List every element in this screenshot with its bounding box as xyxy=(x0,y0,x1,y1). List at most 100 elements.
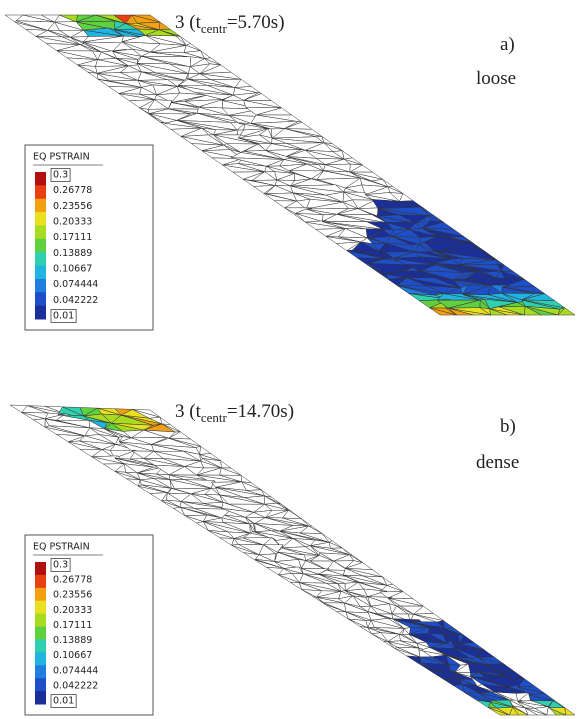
legend-swatch xyxy=(35,652,46,666)
mesh-element xyxy=(521,299,566,309)
legend-level: 0.01 xyxy=(53,311,74,322)
mesh-element xyxy=(158,21,171,31)
legend-swatch xyxy=(35,238,46,253)
legend-level: 0.17111 xyxy=(53,620,92,631)
legend-level: 0.074444 xyxy=(53,279,98,290)
legend-swatch xyxy=(35,562,46,576)
mesh-element xyxy=(557,307,576,316)
legend-level-box xyxy=(50,558,71,572)
mesh-element xyxy=(240,474,253,483)
mesh-element xyxy=(288,509,302,520)
mesh-element xyxy=(204,57,221,66)
mesh-element xyxy=(199,453,221,462)
mesh-element xyxy=(428,214,444,223)
mesh-element xyxy=(349,554,363,563)
panel-state: loose xyxy=(476,68,516,89)
mesh-element xyxy=(477,656,505,665)
mesh-element xyxy=(345,568,383,578)
legend-level-box xyxy=(50,168,71,182)
mesh-element xyxy=(387,597,424,607)
mesh-element xyxy=(493,257,505,266)
mesh-element xyxy=(126,478,141,487)
panel-label: a) xyxy=(500,34,515,55)
mesh-element xyxy=(32,418,46,428)
mesh xyxy=(4,14,576,316)
mesh-element xyxy=(421,227,464,237)
mesh-element xyxy=(406,655,421,664)
legend-swatch xyxy=(35,172,46,186)
legend-swatch xyxy=(35,198,46,213)
mesh-element xyxy=(496,671,525,679)
legend-level: 0.074444 xyxy=(53,665,98,676)
mesh-element xyxy=(264,495,282,505)
mesh-element xyxy=(221,467,242,476)
legend-box xyxy=(24,144,154,331)
mesh-element xyxy=(349,171,383,180)
legend-level: 0.20333 xyxy=(53,605,92,616)
legend-level-box xyxy=(50,694,77,708)
legend-level: 0.3 xyxy=(53,170,68,181)
mesh-element xyxy=(413,613,444,621)
mesh-element xyxy=(161,423,181,433)
legend-box xyxy=(24,534,154,716)
mesh-element xyxy=(256,114,302,123)
legend-swatch xyxy=(35,574,46,589)
mesh-element xyxy=(241,481,262,491)
mesh-element xyxy=(308,525,323,534)
legend-level: 0.042222 xyxy=(53,680,98,691)
mesh-element xyxy=(348,618,369,629)
mesh-element xyxy=(399,200,424,209)
mesh-element xyxy=(321,135,334,144)
legend-level: 0.01 xyxy=(53,696,74,707)
caption-sub: centr xyxy=(201,21,228,36)
legend-title: EQ PSTRAIN xyxy=(33,152,90,163)
mesh-element xyxy=(444,627,464,636)
legend-swatch xyxy=(35,639,46,653)
mesh-element xyxy=(284,128,323,137)
caption: 3 (tcentr=5.70s) xyxy=(175,12,285,36)
legend-swatch xyxy=(35,292,46,307)
panel: 3 (tcentr=14.70s) b) dense EQ PSTRAIN 0.3 0.2… xyxy=(9,401,576,716)
mesh-element xyxy=(328,540,343,549)
legend-swatch xyxy=(35,691,46,705)
mesh-element xyxy=(159,416,172,425)
caption-suffix: =5.70s) xyxy=(227,12,285,33)
mesh-element xyxy=(132,409,161,418)
legend-level: 0.23556 xyxy=(53,590,92,601)
mesh-element xyxy=(243,99,282,109)
legend-swatch xyxy=(35,185,46,200)
caption-sub: centr xyxy=(201,410,228,425)
panel-state: dense xyxy=(476,452,519,473)
legend-title: EQ PSTRAIN xyxy=(33,542,90,553)
legend-swatch xyxy=(35,305,46,320)
legend-level: 0.13889 xyxy=(53,635,92,646)
legend-level-box xyxy=(50,309,77,323)
mesh-element xyxy=(220,460,232,469)
mesh-element xyxy=(470,241,485,251)
mesh-element xyxy=(199,445,212,455)
mesh-element xyxy=(344,157,363,166)
legend-level: 0.26778 xyxy=(53,185,92,196)
legend-swatch xyxy=(35,252,46,267)
legend-level: 0.13889 xyxy=(53,248,92,259)
mesh-element xyxy=(185,43,201,51)
mesh-element xyxy=(131,14,161,23)
mesh-element xyxy=(502,286,545,294)
mesh-element xyxy=(87,71,99,80)
legend-swatch xyxy=(35,626,46,640)
legend-swatch xyxy=(35,678,46,692)
legend-level: 0.23556 xyxy=(53,201,92,212)
mesh-element xyxy=(158,29,181,37)
caption: 3 (tcentr=14.70s) xyxy=(175,401,294,425)
legend-level: 0.17111 xyxy=(53,232,92,243)
mesh-element xyxy=(199,71,242,80)
caption-suffix: =14.70s) xyxy=(227,401,294,422)
mesh-element xyxy=(443,620,455,629)
legend-swatch xyxy=(35,587,46,602)
caption-prefix: 3 (t xyxy=(175,12,202,33)
legend-swatch xyxy=(35,265,46,280)
caption-prefix: 3 (t xyxy=(175,401,202,422)
mesh-element xyxy=(168,438,201,447)
mesh-element xyxy=(386,584,404,592)
